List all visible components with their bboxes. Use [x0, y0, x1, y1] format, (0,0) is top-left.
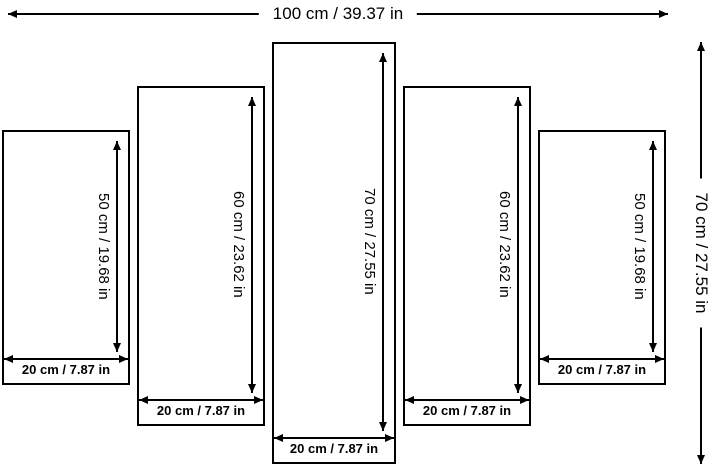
panel-1-width-label: 20 cm / 7.87 in	[21, 361, 111, 377]
panel-4-width-label: 20 cm / 7.87 in	[422, 402, 512, 418]
panel-1: 50 cm / 19.68 in 20 cm / 7.87 in	[2, 130, 130, 385]
panel-5: 50 cm / 19.68 in 20 cm / 7.87 in	[538, 130, 666, 385]
panel-4-height-label: 60 cm / 23.62 in	[496, 191, 513, 299]
panel-5-width-label: 20 cm / 7.87 in	[557, 361, 647, 377]
panel-1-width-dimension: 20 cm / 7.87 in	[4, 357, 128, 383]
panel-4-height-dimension: 60 cm / 23.62 in	[405, 88, 529, 399]
panel-4: 60 cm / 23.62 in 20 cm / 7.87 in	[403, 86, 531, 426]
panel-5-height-label: 50 cm / 19.68 in	[631, 192, 648, 300]
total-height-dimension: 70 cm / 27.55 in	[690, 42, 712, 464]
panel-4-width-dimension: 20 cm / 7.87 in	[405, 398, 529, 424]
total-width-dimension: 100 cm / 39.37 in	[8, 3, 668, 25]
panel-1-height-label: 50 cm / 19.68 in	[95, 192, 112, 300]
panel-2: 60 cm / 23.62 in 20 cm / 7.87 in	[137, 86, 265, 426]
panel-5-height-arrow	[652, 141, 654, 352]
panel-5-width-dimension: 20 cm / 7.87 in	[540, 357, 664, 383]
panel-1-width-arrow	[4, 357, 128, 360]
panel-4-height-arrow	[517, 97, 519, 393]
panel-2-width-arrow	[139, 398, 263, 401]
panel-2-height-arrow	[251, 97, 253, 393]
panel-3-height-arrow	[382, 53, 384, 431]
panel-3-width-arrow	[274, 436, 394, 439]
panel-5-width-arrow	[540, 357, 664, 360]
panel-4-width-arrow	[405, 398, 529, 401]
total-width-label: 100 cm / 39.37 in	[258, 3, 418, 25]
panel-5-height-dimension: 50 cm / 19.68 in	[540, 132, 664, 358]
panel-3-height-label: 70 cm / 27.55 in	[361, 188, 378, 296]
panel-2-width-label: 20 cm / 7.87 in	[156, 402, 246, 418]
panel-3: 70 cm / 27.55 in 20 cm / 7.87 in	[272, 42, 396, 464]
panel-2-height-dimension: 60 cm / 23.62 in	[139, 88, 263, 399]
panel-3-height-dimension: 70 cm / 27.55 in	[274, 44, 394, 437]
panel-1-height-arrow	[116, 141, 118, 352]
panel-2-width-dimension: 20 cm / 7.87 in	[139, 398, 263, 424]
panel-1-height-dimension: 50 cm / 19.68 in	[4, 132, 128, 358]
panel-3-width-label: 20 cm / 7.87 in	[289, 440, 379, 456]
panel-3-width-dimension: 20 cm / 7.87 in	[274, 436, 394, 462]
panel-2-height-label: 60 cm / 23.62 in	[230, 191, 247, 299]
total-height-label: 70 cm / 27.55 in	[690, 178, 712, 328]
